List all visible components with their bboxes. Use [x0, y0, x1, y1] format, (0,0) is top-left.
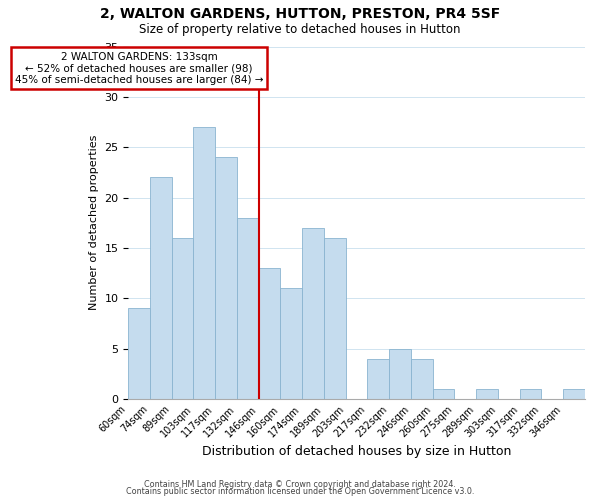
Bar	[128, 308, 150, 399]
Text: Contains public sector information licensed under the Open Government Licence v3: Contains public sector information licen…	[126, 488, 474, 496]
Bar	[280, 288, 302, 399]
Text: Size of property relative to detached houses in Hutton: Size of property relative to detached ho…	[139, 22, 461, 36]
Bar	[324, 238, 346, 399]
Text: Contains HM Land Registry data © Crown copyright and database right 2024.: Contains HM Land Registry data © Crown c…	[144, 480, 456, 489]
Bar	[150, 178, 172, 399]
Bar	[302, 228, 324, 399]
Text: 2 WALTON GARDENS: 133sqm
← 52% of detached houses are smaller (98)
45% of semi-d: 2 WALTON GARDENS: 133sqm ← 52% of detach…	[15, 52, 263, 84]
Bar	[476, 389, 498, 399]
Text: 2, WALTON GARDENS, HUTTON, PRESTON, PR4 5SF: 2, WALTON GARDENS, HUTTON, PRESTON, PR4 …	[100, 8, 500, 22]
Bar	[193, 127, 215, 399]
Bar	[259, 268, 280, 399]
Bar	[563, 389, 585, 399]
Bar	[215, 158, 237, 399]
Bar	[411, 359, 433, 399]
Y-axis label: Number of detached properties: Number of detached properties	[89, 135, 99, 310]
Bar	[237, 218, 259, 399]
Bar	[433, 389, 454, 399]
Bar	[389, 348, 411, 399]
Bar	[520, 389, 541, 399]
Bar	[172, 238, 193, 399]
Bar	[367, 359, 389, 399]
X-axis label: Distribution of detached houses by size in Hutton: Distribution of detached houses by size …	[202, 444, 511, 458]
